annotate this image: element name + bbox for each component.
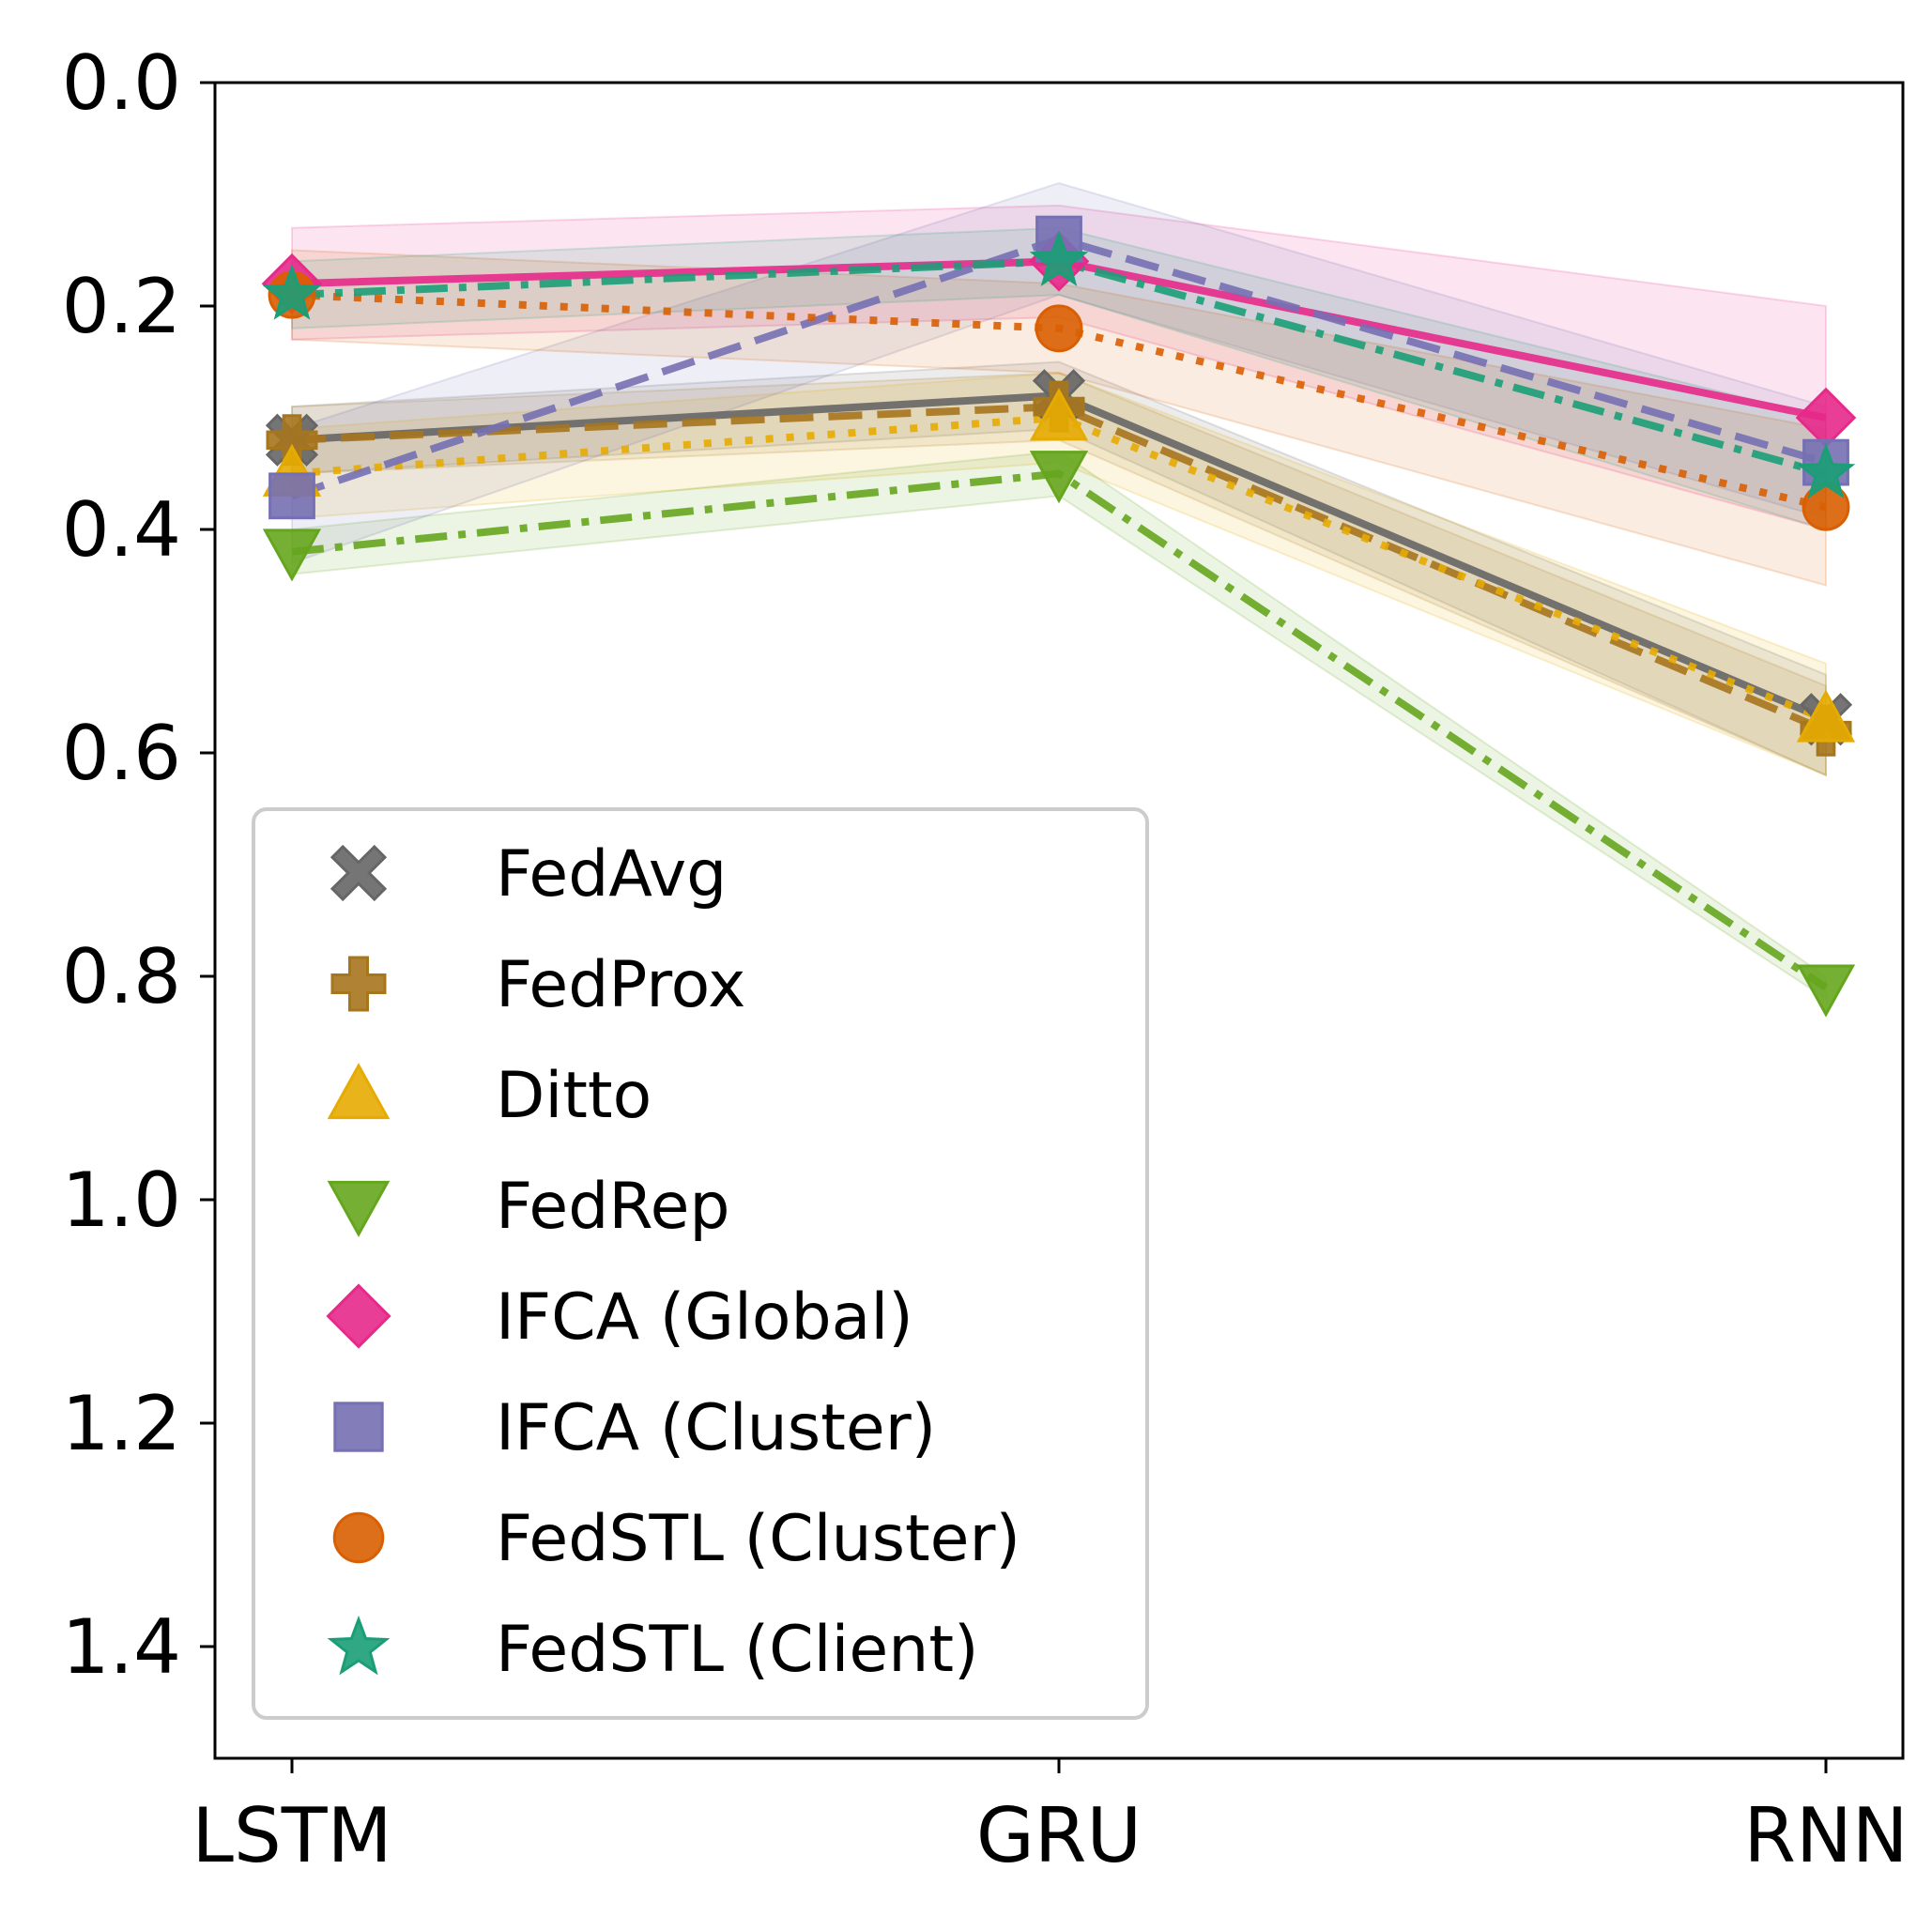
y-tick-label: 0.4 <box>62 486 181 574</box>
point-fedstl-client-gru <box>1029 230 1089 286</box>
point-fedstl-client-rnn <box>1796 442 1856 499</box>
point-ditto-gru <box>1029 388 1089 441</box>
y-tick-label: 0.2 <box>62 263 181 350</box>
legend-item-fedstl-client: FedSTL (Client) <box>327 1613 979 1687</box>
legend-marker-fedstl-client <box>327 1615 391 1676</box>
legend-label-ditto: Ditto <box>496 1059 652 1133</box>
legend-label-fedstl-cluster: FedSTL (Cluster) <box>496 1502 1020 1576</box>
legend-item-fedavg: FedAvg <box>330 837 727 912</box>
legend-marker-fedavg <box>330 844 388 902</box>
legend-marker-fedrep <box>327 1180 391 1237</box>
legend-marker-ifca-global <box>326 1283 391 1349</box>
point-fedstl-client-lstm <box>262 264 322 320</box>
legend-item-fedstl-cluster: FedSTL (Cluster) <box>332 1502 1020 1576</box>
x-tick-label-gru: GRU <box>976 1792 1142 1879</box>
legend: FedAvg FedProx Ditto FedRep IFCA (Global) IFC… <box>252 807 1149 1720</box>
point-ditto-rnn <box>1796 689 1856 743</box>
point-fedrep-gru <box>1029 451 1089 504</box>
y-tick-label: 1.2 <box>62 1380 181 1467</box>
legend-item-fedrep: FedRep <box>327 1170 730 1244</box>
legend-item-ditto: Ditto <box>327 1059 652 1133</box>
y-axis: 0.0 0.2 0.4 0.6 0.8 1.0 1.2 1.4 <box>62 39 215 1691</box>
legend-label-ifca-global: IFCA (Global) <box>496 1280 913 1355</box>
y-tick-label: 1.4 <box>62 1603 181 1691</box>
legend-marker-fedprox <box>330 956 387 1012</box>
x-tick-label-rnn: RNN <box>1743 1792 1908 1879</box>
point-fedrep-rnn <box>1796 964 1856 1018</box>
legend-marker-ifca-cluster <box>333 1402 384 1452</box>
legend-item-ifca-cluster: IFCA (Cluster) <box>333 1391 936 1465</box>
legend-box <box>252 807 1149 1720</box>
legend-label-ifca-cluster: IFCA (Cluster) <box>496 1391 936 1465</box>
legend-label-fedstl-client: FedSTL (Client) <box>496 1613 979 1687</box>
line-fedprox <box>291 403 1828 734</box>
point-ifca-cluster-lstm <box>268 472 315 520</box>
y-tick-label: 0.0 <box>62 39 181 127</box>
legend-label-fedavg: FedAvg <box>496 837 727 912</box>
legend-marker-fedstl-cluster <box>332 1511 385 1564</box>
y-tick-label: 1.0 <box>62 1157 181 1244</box>
y-tick-label: 0.6 <box>62 710 181 797</box>
legend-marker-ditto <box>327 1063 391 1120</box>
legend-label-fedprox: FedProx <box>496 948 745 1022</box>
series-markers <box>261 215 1857 1018</box>
point-fedrep-lstm <box>262 529 322 582</box>
legend-item-ifca-global: IFCA (Global) <box>326 1280 913 1355</box>
legend-item-fedprox: FedProx <box>330 948 745 1022</box>
legend-label-fedrep: FedRep <box>496 1170 730 1244</box>
x-tick-label-lstm: LSTM <box>192 1792 391 1879</box>
point-fedstl-cluster-gru <box>1035 304 1083 353</box>
x-axis: LSTM GRU RNN <box>192 1758 1909 1879</box>
y-tick-label: 0.8 <box>62 933 181 1020</box>
